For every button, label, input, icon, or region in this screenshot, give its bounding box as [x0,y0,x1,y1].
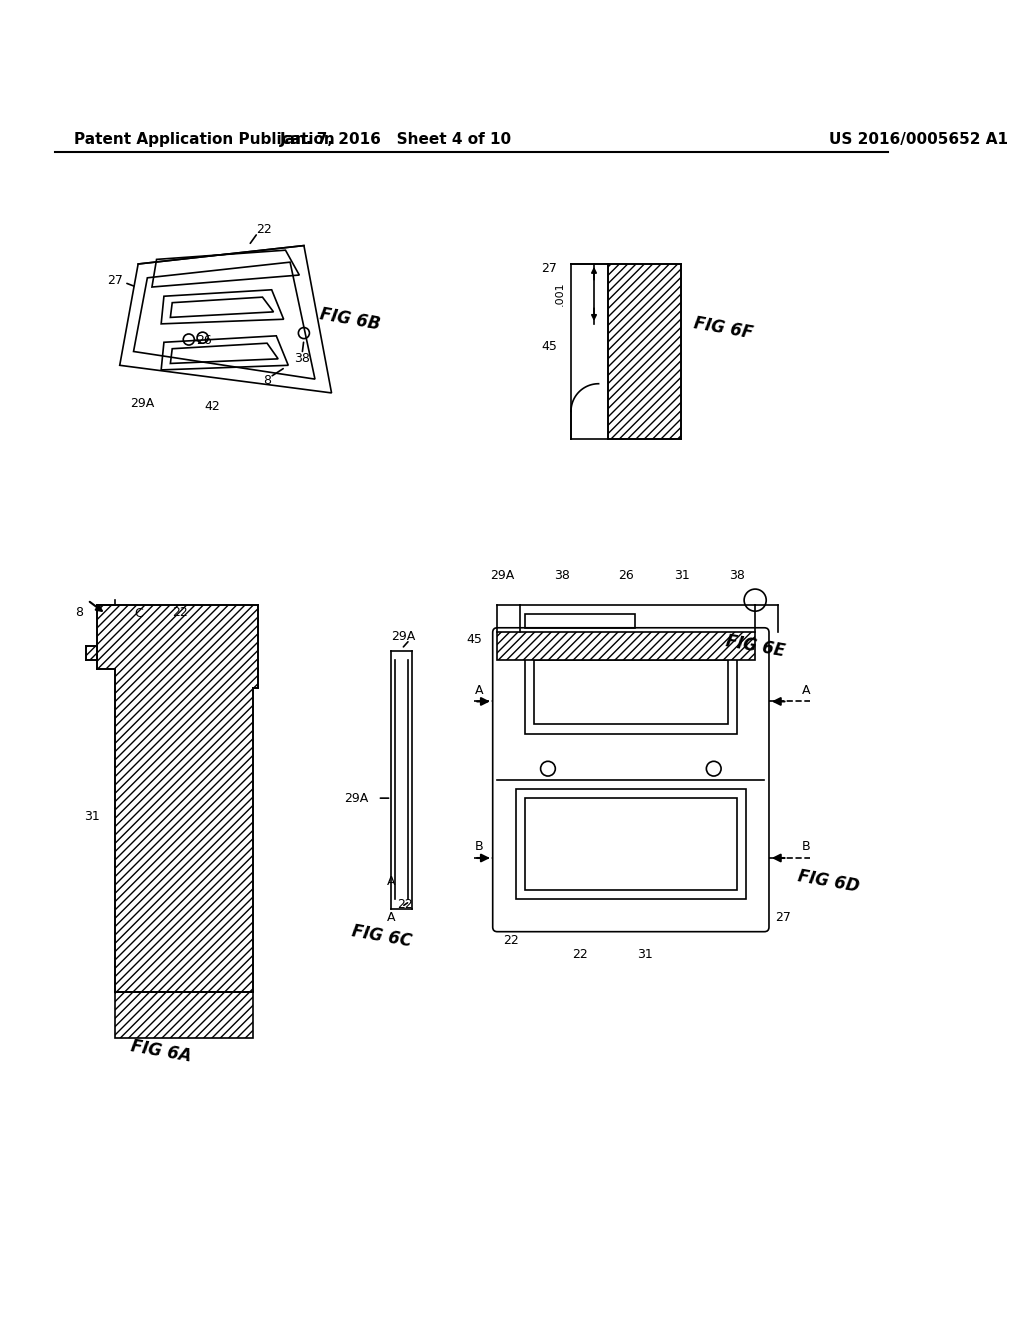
Bar [535,660,727,725]
Polygon shape [86,647,96,660]
Text: 38: 38 [294,352,310,366]
Text: A: A [475,684,483,697]
Text: 42: 42 [204,400,220,413]
Text: A: A [387,875,395,887]
Text: 38: 38 [554,569,569,582]
Text: 31: 31 [84,810,100,824]
Text: 29A: 29A [489,569,514,582]
Text: FIG 6B: FIG 6B [318,305,382,334]
Text: C: C [134,607,142,620]
Text: 22: 22 [172,606,187,619]
Text: 29A: 29A [131,397,155,411]
Text: B: B [802,841,810,854]
Bar [516,789,745,899]
Text: .001: .001 [555,281,565,306]
Text: 22: 22 [256,223,272,236]
Text: 27: 27 [775,911,791,924]
Bar [525,799,736,890]
Text: 26: 26 [197,334,212,347]
Text: US 2016/0005652 A1: US 2016/0005652 A1 [828,132,1008,147]
Text: B: B [474,841,483,854]
Text: 31: 31 [674,569,689,582]
Text: 45: 45 [466,634,482,647]
Text: 27: 27 [108,275,123,286]
Bar [525,651,736,734]
Text: Patent Application Publication: Patent Application Publication [74,132,335,147]
Text: 8: 8 [263,375,271,388]
Text: FIG 6A: FIG 6A [129,1038,193,1065]
Bar [525,614,636,628]
Text: Jan. 7, 2016   Sheet 4 of 10: Jan. 7, 2016 Sheet 4 of 10 [280,132,512,147]
Text: A: A [387,911,395,924]
Bar [608,264,682,440]
Text: 38: 38 [729,569,744,582]
Text: 27: 27 [542,263,557,275]
Text: 26: 26 [618,569,634,582]
Text: 8: 8 [75,606,83,619]
Text: 22: 22 [397,898,413,911]
Text: 22: 22 [572,948,588,961]
Text: A: A [802,684,810,697]
Text: FIG 6E: FIG 6E [724,632,786,660]
Text: FIG 6D: FIG 6D [797,867,861,895]
Text: 45: 45 [542,341,557,354]
Text: 22: 22 [503,935,519,948]
Polygon shape [96,605,258,991]
Text: 29A: 29A [344,792,369,805]
Text: FIG 6F: FIG 6F [692,314,754,342]
Bar [498,632,755,660]
Text: 31: 31 [637,948,652,961]
Text: 29A: 29A [391,631,416,643]
Text: FIG 6C: FIG 6C [350,923,414,950]
Bar [115,991,253,1038]
